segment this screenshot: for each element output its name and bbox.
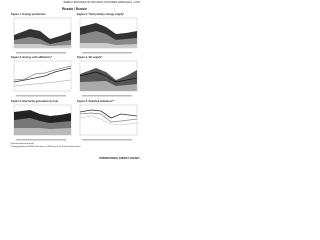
figure-title: Figure 6. Selected indicators**: [77, 100, 115, 103]
figure-title: Figure 1. Energy production: [11, 13, 46, 16]
figure-5-image: [13, 104, 72, 141]
figure-title: Figure 2. Total primary energy supply*: [77, 13, 125, 16]
footer: INTERNATIONAL ENERGY AGENCY: [99, 157, 140, 160]
running-head: ENERGY BALANCES OF NON-OECD COUNTRIES (2…: [63, 2, 140, 4]
figure-3-image: [13, 60, 72, 97]
page-title: Russia / Russie: [61, 7, 88, 11]
figure-2-image: [79, 17, 138, 54]
figure-title: Figure 5. Electricity generation by fuel: [11, 100, 58, 103]
figure-title: Figure 3. Energy self-sufficiency*: [11, 56, 52, 59]
figure-6-image: [79, 104, 138, 141]
footnote: ** Energy production/TPES. Data prior to…: [10, 146, 81, 148]
figure-1-image: [13, 17, 72, 54]
figure-title: Figure 4. Oil supply*: [77, 56, 103, 59]
page: ENERGY BALANCES OF NON-OECD COUNTRIES (2…: [0, 0, 149, 198]
figure-4-image: [79, 60, 138, 97]
footnote: * Excludes electricity trade.: [10, 143, 35, 145]
